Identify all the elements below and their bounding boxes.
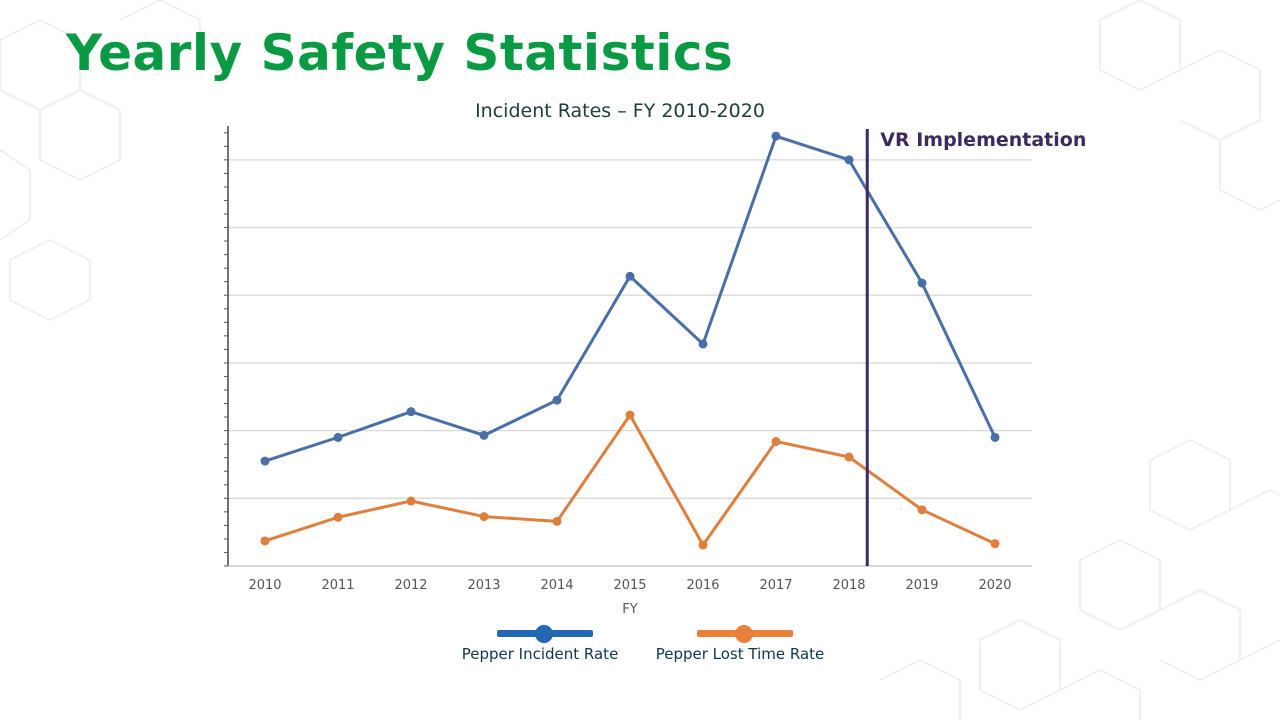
- data-point-incident-rate-2011: [333, 432, 343, 442]
- x-tick-label-2015: 2015: [613, 578, 646, 593]
- data-point-lost-time-rate-2017: [771, 436, 781, 446]
- x-tick-label-2018: 2018: [832, 578, 865, 593]
- data-point-incident-rate-2020: [990, 432, 1000, 442]
- legend-dot-incident-rate: [535, 625, 553, 643]
- data-point-incident-rate-2014: [552, 395, 562, 405]
- legend-dot-lost-time-rate: [735, 625, 753, 643]
- data-point-incident-rate-2019: [917, 278, 927, 288]
- legend-item-lost-time-rate[interactable]: Pepper Lost Time Rate: [640, 622, 840, 672]
- data-point-incident-rate-2018: [844, 155, 854, 165]
- chart-legend: Pepper Incident Rate Pepper Lost Time Ra…: [440, 622, 840, 672]
- data-point-incident-rate-2017: [771, 131, 781, 141]
- series-line-lost-time-rate: [263, 413, 997, 547]
- x-tick-label-2013: 2013: [467, 578, 500, 593]
- data-point-lost-time-rate-2018: [844, 452, 854, 462]
- x-tick-label-2019: 2019: [905, 578, 938, 593]
- data-point-lost-time-rate-2016: [698, 540, 708, 550]
- data-point-incident-rate-2015: [625, 271, 635, 281]
- x-tick-label-2014: 2014: [540, 578, 573, 593]
- data-point-lost-time-rate-2014: [552, 516, 562, 526]
- x-tick-label-2016: 2016: [686, 578, 719, 593]
- data-point-incident-rate-2012: [406, 407, 416, 417]
- x-axis-label: FY: [622, 602, 637, 617]
- legend-label-lost-time-rate: Pepper Lost Time Rate: [655, 645, 825, 663]
- data-point-lost-time-rate-2012: [406, 496, 416, 506]
- x-tick-label-2011: 2011: [321, 578, 354, 593]
- data-point-incident-rate-2013: [479, 430, 489, 440]
- x-tick-label-2017: 2017: [759, 578, 792, 593]
- slide-title: Yearly Safety Statistics: [66, 24, 734, 82]
- legend-item-incident-rate[interactable]: Pepper Incident Rate: [440, 622, 640, 672]
- legend-label-incident-rate: Pepper Incident Rate: [461, 645, 619, 663]
- data-point-incident-rate-2016: [698, 339, 708, 349]
- data-point-lost-time-rate-2020: [990, 539, 1000, 549]
- data-point-incident-rate-2010: [260, 456, 270, 466]
- data-point-lost-time-rate-2019: [917, 505, 927, 515]
- x-tick-label-2010: 2010: [248, 578, 281, 593]
- x-tick-label-2012: 2012: [394, 578, 427, 593]
- vr-implementation-label: VR Implementation: [880, 129, 1086, 151]
- data-point-lost-time-rate-2011: [333, 512, 343, 522]
- data-point-lost-time-rate-2010: [260, 536, 270, 546]
- data-point-lost-time-rate-2013: [479, 512, 489, 522]
- chart-title: Incident Rates – FY 2010-2020: [475, 100, 765, 122]
- x-tick-label-2020: 2020: [978, 578, 1011, 593]
- data-point-lost-time-rate-2015: [625, 410, 635, 420]
